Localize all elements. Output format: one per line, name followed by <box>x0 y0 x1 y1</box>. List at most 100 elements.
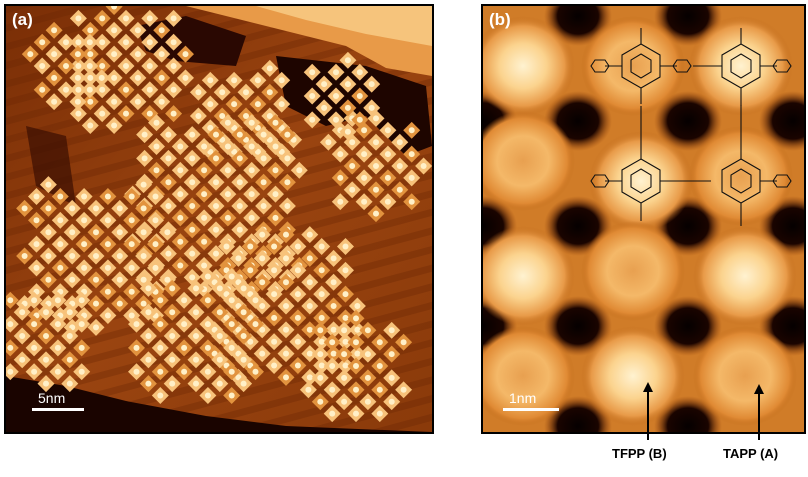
molecule-blob <box>207 149 225 167</box>
molecule-blob <box>315 75 333 93</box>
molecule-blob <box>337 357 354 374</box>
molecule-blob <box>171 161 189 179</box>
molecule-blob <box>327 111 345 129</box>
molecule-blob <box>289 309 307 327</box>
molecule-blob <box>367 157 385 175</box>
molecule-blob <box>187 279 205 297</box>
molecule-blob <box>135 223 153 241</box>
molecule-blob <box>267 138 284 155</box>
molecule-blob <box>255 149 273 167</box>
molecule-blob <box>139 375 157 393</box>
molecule-blob <box>367 205 385 223</box>
molecule-blob <box>379 193 397 211</box>
molecule-blob <box>171 138 189 155</box>
molecule-blob <box>135 199 153 217</box>
molecule-blob <box>93 69 111 87</box>
molecule-blob <box>219 185 237 203</box>
molecule-blob <box>289 238 307 255</box>
molecule-blob <box>183 245 201 263</box>
molecule-blob <box>175 339 193 357</box>
molecule-blob <box>289 285 307 303</box>
molecule-blob <box>383 393 401 411</box>
molecule-blob <box>339 99 357 117</box>
molecule-blob <box>347 333 365 351</box>
molecule-blob <box>201 95 219 113</box>
molecule-blob <box>267 209 284 227</box>
molecule-blob <box>195 209 213 227</box>
molecule-blob <box>265 333 283 351</box>
molecule-blob <box>323 381 341 399</box>
molecule-blob <box>347 309 365 327</box>
molecule-blob <box>301 226 319 244</box>
molecule-blob <box>69 105 87 123</box>
molecule-blob <box>105 117 123 134</box>
molecule-blob <box>219 209 237 227</box>
molecule-blob <box>331 169 349 187</box>
molecule-blob <box>289 357 307 374</box>
molecule-blob <box>57 81 75 99</box>
molecule-blob <box>93 33 111 51</box>
molecule-blob <box>73 363 91 381</box>
molecule-blob <box>347 381 365 399</box>
molecule-blob <box>207 197 225 215</box>
molecule-blob <box>99 211 117 229</box>
molecule-blob <box>323 357 341 375</box>
molecule-blob <box>141 81 159 99</box>
molecule-blob <box>187 303 205 321</box>
tfpp-molecule <box>483 16 575 116</box>
molecule-blob <box>325 249 343 267</box>
molecule-blob <box>359 369 377 387</box>
molecule-blob <box>183 126 201 144</box>
molecule-blob <box>273 95 291 113</box>
molecule-blob <box>241 238 259 255</box>
molecule-blob <box>87 223 105 241</box>
molecule-blob <box>129 93 147 111</box>
tapp-molecule <box>483 111 575 211</box>
molecule-blob <box>81 45 99 63</box>
molecule-structure-overlay <box>590 28 792 226</box>
molecule-blob <box>325 345 343 363</box>
tapp-label: TAPP (A) <box>723 446 779 461</box>
molecule-blob <box>383 345 401 363</box>
tapp-molecule <box>689 126 793 226</box>
stm-image-b <box>483 6 804 432</box>
molecule-blob <box>327 87 345 105</box>
molecule-blob <box>153 69 171 87</box>
molecule-blob <box>213 83 231 101</box>
molecule-blob <box>223 315 241 333</box>
molecule-blob <box>159 197 177 215</box>
molecule-blob <box>403 193 421 211</box>
molecule-blob <box>355 193 373 211</box>
molecule-blob <box>73 315 91 333</box>
molecule-blob <box>325 297 343 315</box>
molecule-blob <box>235 327 253 345</box>
tapp-molecule <box>483 326 575 426</box>
molecule-blob <box>231 221 249 239</box>
molecule-blob <box>105 21 123 39</box>
tapp-arrow-head <box>754 384 764 394</box>
molecule-blob <box>265 261 283 279</box>
molecule-blob <box>219 138 237 155</box>
molecule-blob <box>391 133 409 151</box>
molecule-blob <box>207 245 225 263</box>
lattice-hole <box>544 296 612 356</box>
molecule-blob <box>147 211 164 229</box>
molecule-blob <box>57 33 75 51</box>
molecule-blob <box>367 181 385 199</box>
molecule-blob <box>207 173 225 191</box>
tfpp-molecule <box>483 226 575 326</box>
molecule-blob <box>135 247 153 265</box>
scale-bar-b <box>503 408 559 411</box>
molecule-blob <box>199 268 217 285</box>
molecule-blob <box>303 87 321 105</box>
molecule-blob <box>255 197 273 215</box>
molecule-blob <box>187 327 205 345</box>
molecule-blob <box>311 393 329 411</box>
molecule-blob <box>331 193 349 211</box>
molecule-blob <box>151 387 169 404</box>
molecule-blob <box>45 45 63 63</box>
molecule-blob <box>391 181 409 199</box>
molecule-blob <box>93 81 111 99</box>
molecule-blob <box>199 363 217 381</box>
molecule-blob <box>379 145 397 163</box>
